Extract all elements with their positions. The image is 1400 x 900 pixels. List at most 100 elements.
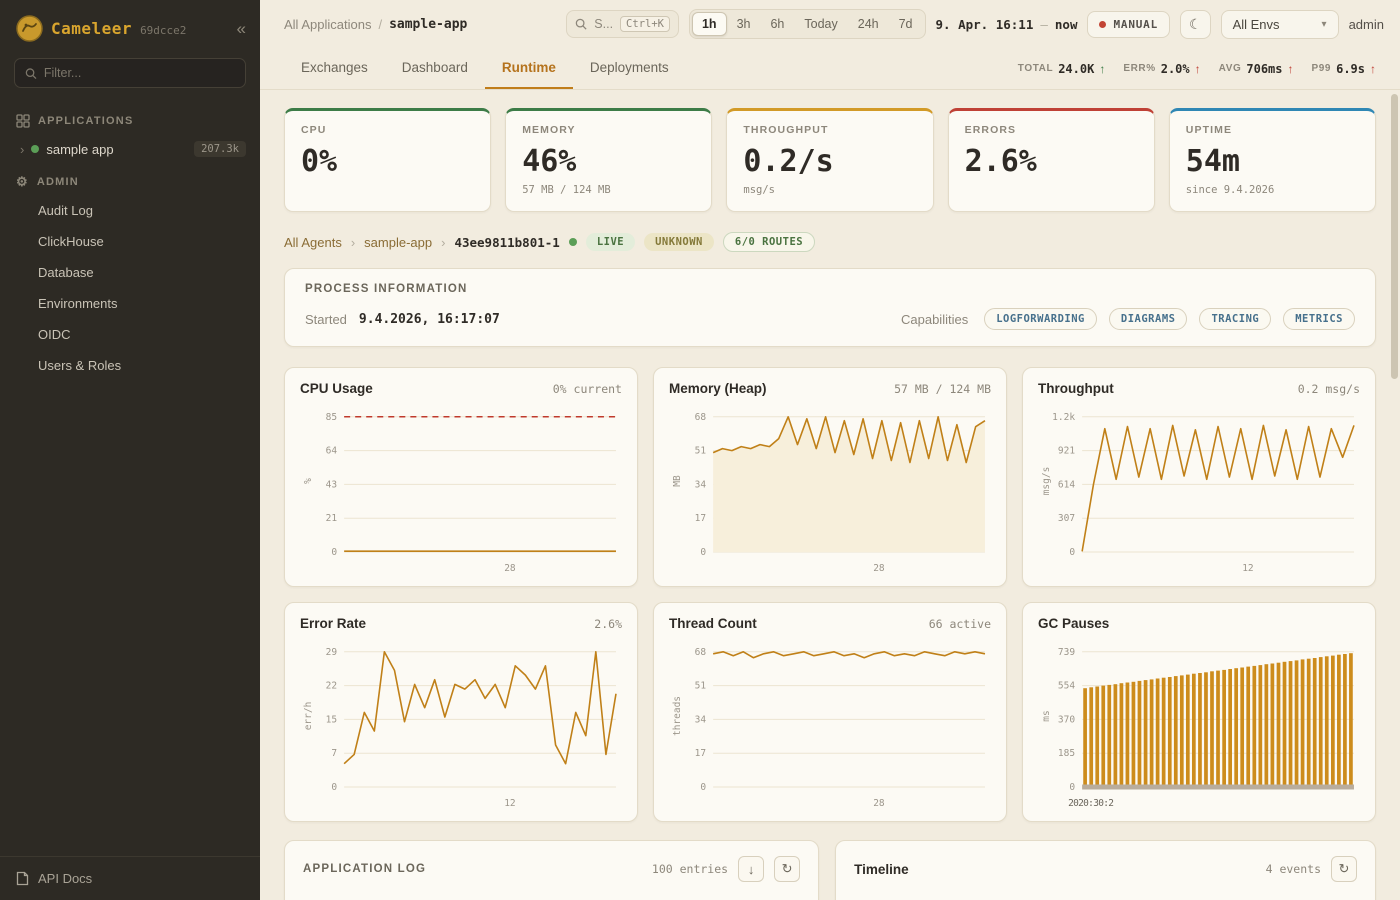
- svg-text:0: 0: [1069, 782, 1075, 793]
- breadcrumb-separator: /: [378, 16, 383, 32]
- svg-text:MB: MB: [672, 475, 683, 487]
- time-range-3h[interactable]: 3h: [727, 12, 761, 36]
- svg-text:0: 0: [1069, 547, 1075, 558]
- stat-err-label: ERR%: [1123, 63, 1156, 74]
- scrollbar-thumb[interactable]: [1391, 94, 1398, 379]
- env-select[interactable]: All Envs ▾: [1220, 9, 1339, 39]
- stat-card-sub: [301, 184, 474, 197]
- stat-card-cpu: CPU 0%: [284, 108, 492, 212]
- chart-card-gc-pauses: GC Pauses 739 554 370 185 0 ms 2020:30:2: [1022, 602, 1376, 822]
- sidebar-item-clickhouse[interactable]: ClickHouse: [38, 234, 104, 249]
- svg-text:0: 0: [331, 782, 337, 793]
- breadcrumb-agent-app[interactable]: sample-app: [364, 234, 433, 250]
- sidebar-item-users-roles[interactable]: Users & Roles: [38, 358, 122, 373]
- tab-dashboard[interactable]: Dashboard: [401, 60, 468, 75]
- env-select-value: All Envs: [1232, 16, 1280, 32]
- svg-text:307: 307: [1058, 513, 1075, 524]
- sidebar-collapse-button[interactable]: «: [236, 19, 246, 38]
- svg-text:554: 554: [1058, 681, 1075, 692]
- search-icon: [576, 18, 587, 30]
- stat-card-value: 2.6%: [964, 144, 1037, 179]
- sidebar-item-oidc[interactable]: OIDC: [38, 327, 71, 342]
- svg-text:21: 21: [326, 513, 338, 524]
- stat-avg: AVG 706ms ↑: [1219, 62, 1294, 76]
- svg-text:739: 739: [1058, 647, 1075, 658]
- svg-text:12: 12: [504, 798, 515, 809]
- admin-section-header: ⚙ ADMIN: [0, 163, 260, 195]
- search-shortcut-kbd: Ctrl+K: [620, 16, 670, 32]
- svg-text:0: 0: [700, 547, 706, 558]
- stat-card-value: 0%: [301, 144, 338, 179]
- sidebar-item-label: sample app: [46, 141, 114, 157]
- date-range-separator: —: [1040, 16, 1048, 32]
- manual-refresh-mode-button[interactable]: MANUAL: [1087, 10, 1171, 38]
- tab-runtime[interactable]: Runtime: [484, 48, 573, 89]
- live-badge: LIVE: [585, 233, 636, 251]
- stat-card-value: 46%: [522, 144, 577, 179]
- svg-text:msg/s: msg/s: [1041, 467, 1052, 496]
- filter-input[interactable]: [43, 66, 235, 80]
- stat-card-sub: [965, 184, 1138, 197]
- sidebar-item-database[interactable]: Database: [38, 265, 94, 280]
- tab-exchanges[interactable]: Exchanges: [301, 60, 368, 75]
- process-info-card: PROCESS INFORMATION Started 9.4.2026, 16…: [284, 268, 1376, 347]
- time-range-today[interactable]: Today: [794, 12, 847, 36]
- download-button[interactable]: ↓: [738, 856, 765, 882]
- date-range-picker[interactable]: 9. Apr. 16:11 — now: [936, 17, 1078, 32]
- user-label[interactable]: admin: [1348, 16, 1384, 32]
- app-name: Cameleer: [51, 19, 133, 38]
- breadcrumb-all-agents[interactable]: All Agents: [284, 234, 342, 250]
- timeline-events-count: 4 events: [1265, 862, 1321, 876]
- sidebar-item-sample-app[interactable]: › sample app 207.3k: [0, 135, 260, 163]
- global-search[interactable]: S... Ctrl+K: [566, 10, 679, 38]
- stat-card-uptime: UPTIME 54m since 9.4.2026: [1168, 108, 1376, 212]
- time-range-24h[interactable]: 24h: [848, 12, 889, 36]
- chevron-right-icon: ›: [350, 234, 356, 250]
- chart-card-memory-heap: Memory (Heap) 57 MB / 124 MB 68 51 34 17 0 MB 2…: [653, 367, 1007, 587]
- started-label: Started: [305, 311, 347, 327]
- svg-text:12: 12: [1242, 563, 1253, 574]
- app-logo-icon: [16, 15, 43, 42]
- chart-title: Memory (Heap): [669, 381, 767, 396]
- breadcrumb-all-applications[interactable]: All Applications: [284, 16, 372, 32]
- capability-badge-diagrams: DIAGRAMS: [1108, 308, 1188, 330]
- expand-chevron-icon[interactable]: ›: [20, 141, 25, 157]
- tab-deployments[interactable]: Deployments: [589, 60, 669, 75]
- topbar: All Applications / sample-app S... Ctrl+…: [260, 0, 1400, 48]
- stat-err: ERR% 2.0% ↑: [1123, 62, 1200, 76]
- tab-bar: Exchanges Dashboard Runtime Deployments …: [260, 48, 1400, 90]
- api-docs-link[interactable]: API Docs: [0, 856, 260, 900]
- svg-text:threads: threads: [672, 696, 683, 736]
- stat-p99-value: 6.9s: [1336, 61, 1365, 76]
- error-rate-chart: 29 22 15 7 0 err/h 12: [300, 635, 622, 815]
- sidebar-item-audit-log[interactable]: Audit Log: [38, 203, 93, 218]
- sidebar-item-environments[interactable]: Environments: [38, 296, 118, 311]
- breadcrumb: All Applications / sample-app: [284, 17, 467, 32]
- stat-card-memory: MEMORY 46% 57 MB / 124 MB: [505, 108, 713, 212]
- routes-badge[interactable]: 6/0 ROUTES: [722, 232, 816, 252]
- dark-mode-toggle[interactable]: ☾: [1180, 9, 1211, 39]
- stat-p99: P99 6.9s ↑: [1312, 62, 1377, 76]
- refresh-icon: ↻: [781, 861, 793, 876]
- refresh-button[interactable]: ↻: [1331, 856, 1357, 882]
- svg-text:ms: ms: [1041, 710, 1052, 721]
- content-scroll-area[interactable]: CPU 0% MEMORY 46% 57 MB / 124 MB THROUGH…: [260, 90, 1400, 900]
- time-range-1h[interactable]: 1h: [691, 12, 727, 36]
- gc-pauses-chart: 739 554 370 185 0 ms 2020:30:2: [1038, 635, 1360, 815]
- chart-card-throughput: Throughput 0.2 msg/s 1.2k 921 614 307 0 msg/s 1…: [1022, 367, 1376, 587]
- stat-card-value: 0.2/s: [743, 144, 834, 179]
- stat-card-sub: 57 MB / 124 MB: [522, 184, 611, 196]
- time-range-6h[interactable]: 6h: [760, 12, 794, 36]
- svg-text:68: 68: [695, 412, 707, 423]
- application-log-title: APPLICATION LOG: [303, 863, 427, 875]
- svg-text:err/h: err/h: [303, 702, 314, 731]
- search-icon: [25, 67, 37, 79]
- filter-input-wrap: [14, 58, 246, 88]
- time-range-7d[interactable]: 7d: [889, 12, 923, 36]
- stat-avg-label: AVG: [1218, 63, 1242, 74]
- stat-card-value: 54m: [1185, 144, 1240, 179]
- chart-card-thread-count: Thread Count 66 active 68 51 34 17 0 threads 28: [653, 602, 1007, 822]
- chart-current-value: 2.6%: [594, 617, 622, 631]
- chart-current-value: 0.2 msg/s: [1297, 382, 1360, 396]
- refresh-button[interactable]: ↻: [774, 856, 801, 882]
